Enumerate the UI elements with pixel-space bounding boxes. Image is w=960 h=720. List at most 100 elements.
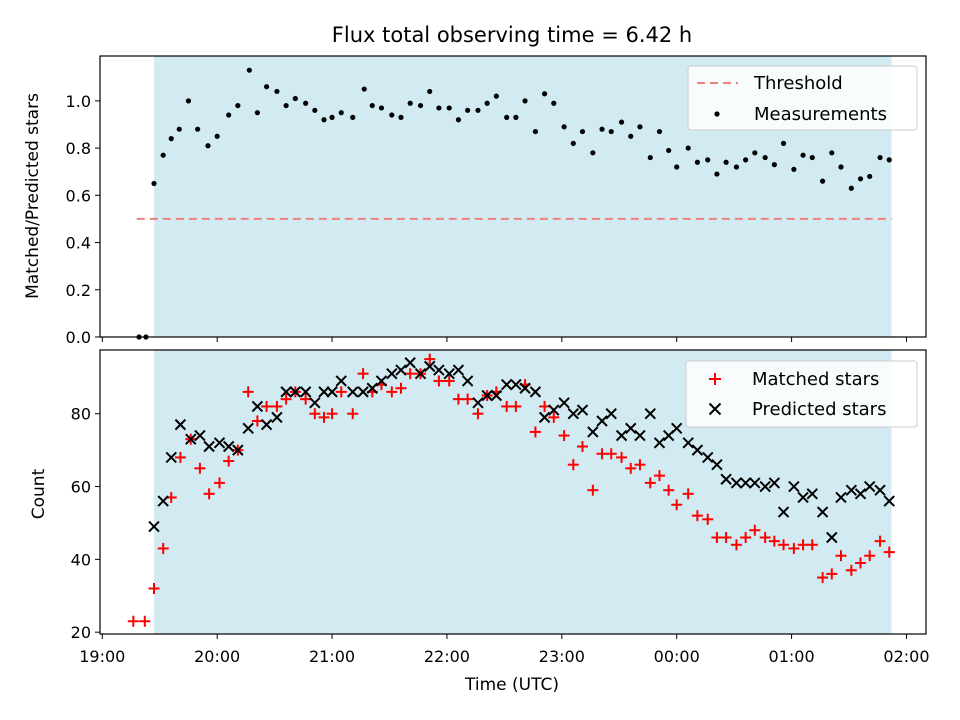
legend-matched-label: Matched stars — [752, 369, 879, 390]
x-tick-label: 22:00 — [424, 647, 470, 666]
measurement-point — [570, 140, 576, 146]
measurement-point — [407, 100, 413, 106]
measurement-point — [484, 100, 490, 106]
legend-frame — [687, 65, 918, 131]
ratio-y-axis: 0.0 0.2 0.4 0.6 0.8 1.0 — [66, 92, 100, 347]
predicted-star-point — [605, 408, 617, 420]
measurement-point — [838, 164, 844, 170]
y-tick-label: 20 — [71, 623, 91, 642]
y-tick-label: 80 — [71, 405, 91, 424]
count-legend: Matched stars Predicted stars — [685, 360, 918, 428]
ratio-x-ticks — [101, 337, 907, 342]
predicted-star-point — [148, 520, 160, 533]
predicted-star-point — [768, 477, 781, 489]
matched-star-point — [548, 411, 560, 423]
chart-title: Flux total observing time = 6.42 h — [332, 23, 692, 47]
matched-star-point — [242, 386, 254, 398]
matched-star-point — [720, 532, 732, 544]
y-tick-label: 0.0 — [66, 328, 91, 347]
measurement-point — [752, 150, 758, 156]
measurement-point — [771, 162, 777, 168]
ratio-plot-frame — [99, 55, 927, 338]
predicted-stars-series — [148, 357, 895, 544]
matched-star-point — [759, 532, 771, 544]
predicted-star-point — [347, 386, 359, 398]
matched-star-point — [443, 375, 455, 387]
measurement-point — [465, 107, 471, 113]
matched-star-point — [671, 499, 683, 511]
predicted-star-point — [845, 484, 858, 496]
predicted-star-point — [816, 506, 829, 518]
matched-star-point — [682, 488, 694, 500]
predicted-star-point — [404, 357, 416, 369]
y-tick-label: 40 — [71, 550, 91, 569]
measurement-point — [455, 117, 462, 123]
matched-star-point — [558, 430, 570, 442]
measurement-point — [475, 107, 481, 113]
measurement-point — [743, 157, 749, 163]
measurement-point — [329, 114, 335, 120]
measurements-series — [136, 67, 892, 340]
measurement-point — [312, 107, 318, 113]
predicted-star-point — [587, 426, 599, 438]
predicted-star-point — [280, 386, 292, 398]
measurement-point — [705, 157, 711, 163]
predicted-star-point — [529, 386, 542, 398]
count-y-label: Count — [29, 468, 49, 519]
x-axis-label: Time (UTC) — [464, 675, 559, 695]
x-tick-label: 21:00 — [309, 647, 355, 666]
matched-star-point — [835, 550, 847, 562]
predicted-star-point — [194, 429, 206, 442]
measurement-point — [389, 112, 395, 118]
matched-star-point — [194, 462, 206, 474]
x-tick-label: 01:00 — [769, 647, 815, 666]
matched-star-point — [529, 426, 541, 438]
measurement-point — [235, 102, 241, 109]
predicted-star-point — [702, 451, 714, 464]
measurement-point — [877, 154, 883, 161]
matched-star-point — [702, 513, 714, 525]
matched-star-point — [213, 477, 225, 489]
matched-star-point — [616, 451, 628, 463]
legend-measurements-swatch — [714, 111, 720, 117]
matched-star-point — [386, 386, 398, 398]
predicted-star-point — [519, 382, 531, 394]
matched-star-point — [806, 539, 818, 551]
matched-star-point — [300, 393, 312, 405]
predicted-star-point — [576, 404, 589, 416]
matched-star-point — [874, 535, 886, 547]
measurement-point — [369, 102, 375, 109]
matched-star-point — [472, 408, 484, 420]
matched-star-point — [127, 615, 139, 627]
predicted-star-point — [854, 488, 867, 500]
predicted-star-point — [548, 404, 560, 416]
predicted-star-point — [797, 491, 809, 504]
legend-threshold-label: Threshold — [753, 73, 843, 94]
measurement-point — [762, 154, 768, 161]
measurement-point — [274, 88, 280, 95]
measurement-point — [886, 157, 892, 163]
measurement-point — [398, 114, 404, 120]
predicted-star-point — [883, 495, 895, 507]
predicted-star-point — [203, 440, 215, 453]
count-panel: 20 40 60 80 19:00 20:00 21:00 22:00 23:00 00:00 0… — [29, 349, 930, 695]
measurement-point — [378, 105, 385, 111]
x-tick-label: 02:00 — [883, 647, 929, 666]
y-tick-label: 0.6 — [66, 186, 91, 205]
time-x-axis: 19:00 20:00 21:00 22:00 23:00 00:00 01:00 02:00 — [79, 634, 930, 666]
x-tick-label: 19:00 — [79, 647, 125, 666]
predicted-star-point — [538, 411, 551, 424]
measurement-point — [694, 159, 700, 165]
measurement-point — [513, 114, 519, 120]
measurement-point — [561, 124, 567, 130]
measurement-point — [361, 86, 367, 92]
predicted-star-point — [490, 389, 503, 402]
matched-star-point — [395, 382, 407, 394]
predicted-star-point — [730, 477, 743, 489]
measurement-point — [214, 133, 220, 139]
matched-star-point — [223, 455, 235, 467]
measurement-point — [590, 150, 596, 156]
measurement-point — [446, 105, 452, 111]
legend-frame — [685, 360, 918, 428]
